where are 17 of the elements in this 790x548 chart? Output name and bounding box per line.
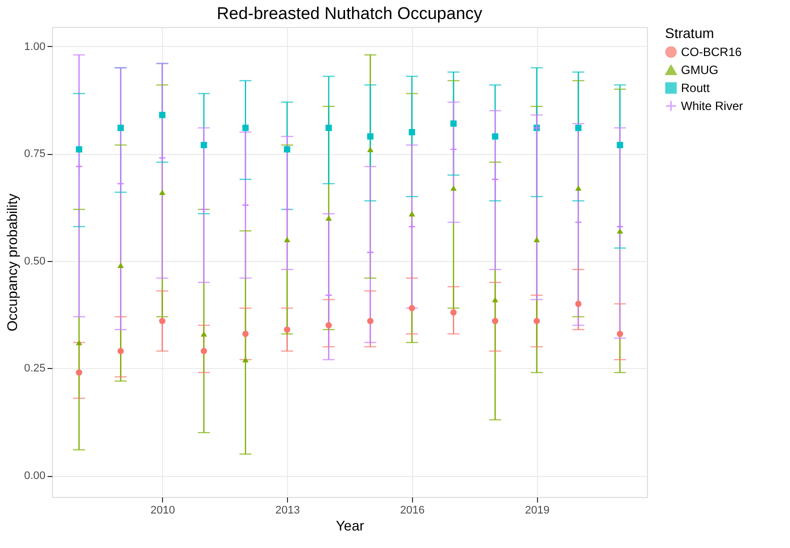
legend-label: CO-BCR16 — [681, 45, 742, 59]
y-tick-label: 0.75 — [24, 148, 46, 160]
x-tick-label: 2016 — [400, 504, 425, 516]
legend-label: GMUG — [681, 63, 718, 77]
y-tick-label: 0.50 — [24, 255, 46, 268]
legend-title: Stratum — [665, 25, 714, 41]
y-axis-title: Occupancy probability — [4, 194, 20, 332]
y-tick-label: 0.25 — [24, 362, 46, 375]
x-tick-label: 2010 — [150, 504, 176, 516]
x-tick-label: 2019 — [524, 504, 550, 516]
legend-label: Routt — [681, 81, 710, 95]
legend-label: White River — [681, 99, 744, 113]
chart-title: Red-breasted Nuthatch Occupancy — [216, 4, 483, 23]
y-tick-label: 0.00 — [24, 470, 46, 482]
x-axis-title: Year — [336, 518, 364, 534]
y-tick-label: 1.00 — [24, 40, 46, 53]
x-tick-label: 2013 — [275, 504, 300, 516]
